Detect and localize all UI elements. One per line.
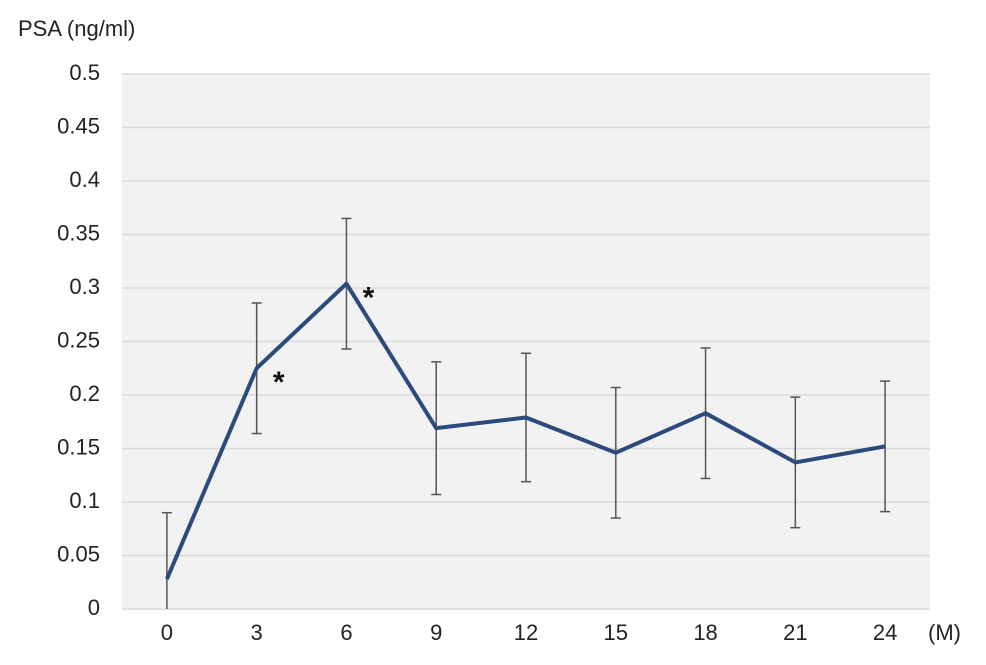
annotation: * <box>273 366 285 399</box>
annotation: * <box>363 282 375 315</box>
y-axis-label: PSA (ng/ml) <box>18 16 135 41</box>
y-tick-label: 0.3 <box>69 274 100 299</box>
x-tick-label: 12 <box>514 620 538 645</box>
x-tick-label: 3 <box>251 620 263 645</box>
x-tick-label: 15 <box>604 620 628 645</box>
y-tick-label: 0.5 <box>69 60 100 85</box>
y-tick-label: 0.35 <box>57 220 100 245</box>
y-tick-label: 0.25 <box>57 327 100 352</box>
y-tick-label: 0 <box>88 595 100 620</box>
x-axis-label: (M) <box>928 620 961 645</box>
y-tick-label: 0.45 <box>57 113 100 138</box>
y-tick-label: 0.05 <box>57 541 100 566</box>
x-tick-label: 21 <box>783 620 807 645</box>
x-tick-label: 9 <box>430 620 442 645</box>
y-tick-label: 0.15 <box>57 434 100 459</box>
data-line <box>165 281 886 580</box>
y-tick-label: 0.4 <box>69 167 100 192</box>
x-tick-label: 6 <box>340 620 352 645</box>
y-tick-label: 0.2 <box>69 381 100 406</box>
y-tick-label: 0.1 <box>69 488 100 513</box>
x-tick-label: 18 <box>693 620 717 645</box>
x-tick-label: 0 <box>161 620 173 645</box>
x-tick-label: 24 <box>873 620 897 645</box>
